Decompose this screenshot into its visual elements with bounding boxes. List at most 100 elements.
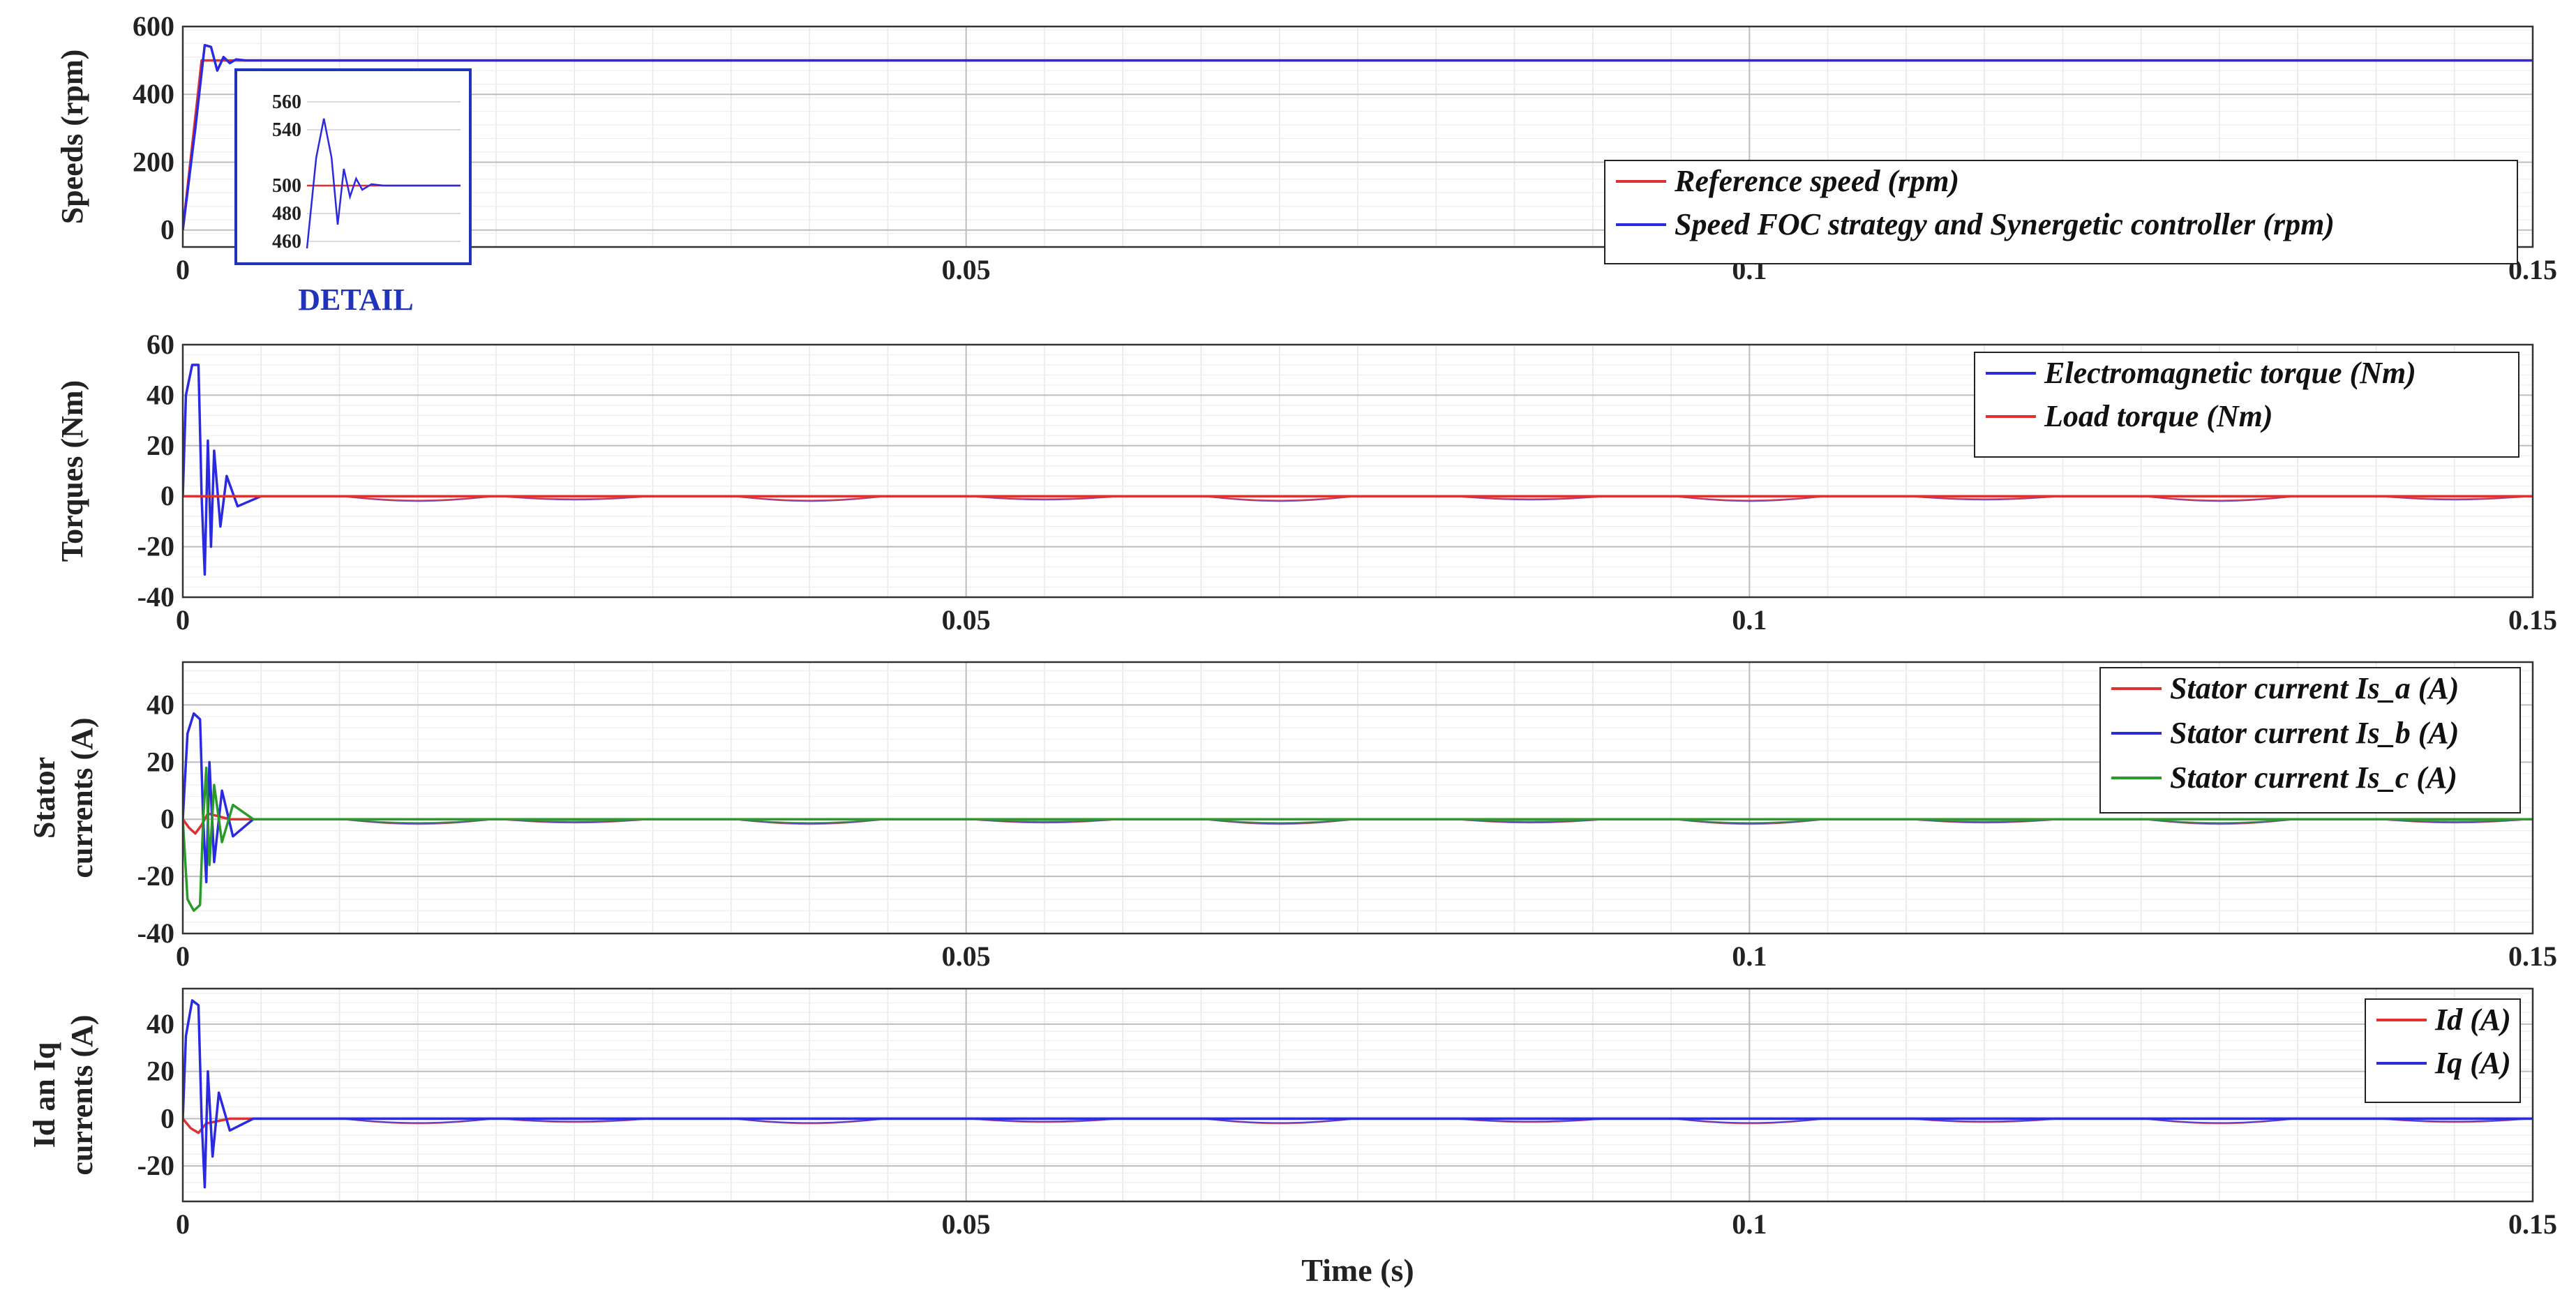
- legend-entry: Load torque (Nm): [2044, 399, 2273, 433]
- y-tick-label: 0: [160, 803, 174, 834]
- y-axis-label: Id an Iq currents (A): [27, 1014, 99, 1175]
- x-tick-label: 0.15: [2508, 940, 2557, 972]
- ripple-band: [340, 495, 492, 502]
- x-tick-label: 0.05: [942, 940, 991, 972]
- y-tick-label: -40: [137, 917, 174, 949]
- y-tick-label: -20: [137, 531, 174, 562]
- ripple-band: [2142, 1118, 2294, 1124]
- legend: Electromagnetic torque (Nm) Load torque (…: [1974, 352, 2519, 458]
- x-tick-label: 0.1: [1732, 604, 1767, 636]
- ripple-band: [2377, 1118, 2529, 1123]
- inset-y-tick-label: 480: [272, 203, 301, 225]
- y-tick-label: 20: [147, 430, 174, 461]
- legend-entry: Id (A): [2434, 1003, 2511, 1037]
- panel-1: 0 0.05 0.1 0.15 -40 -20 0 20 40 60 Torques (Nm) Ele…: [55, 329, 2557, 636]
- x-axis-label: Time (s): [1301, 1252, 1414, 1288]
- x-tick-label: 0.05: [942, 1208, 991, 1240]
- x-tick-label: 0.1: [1732, 940, 1767, 972]
- series-line-0: [183, 363, 2533, 576]
- legend-box: [1604, 160, 2518, 264]
- legend-entry: Reference speed (rpm): [1674, 164, 1959, 198]
- legend: Reference speed (rpm) Speed FOC strategy …: [1604, 160, 2518, 264]
- ripple-band: [2377, 495, 2529, 500]
- legend-box: [2099, 667, 2521, 814]
- y-tick-label: 0: [160, 480, 174, 511]
- ripple-band: [1672, 1118, 1824, 1124]
- inset-y-tick-label: 560: [272, 91, 301, 113]
- ripple-band: [1453, 1118, 1605, 1123]
- ripple-band: [967, 495, 1118, 500]
- y-axis-label: Torques (Nm): [55, 380, 89, 562]
- x-tick-label: 0: [176, 254, 190, 285]
- y-tick-label: 20: [147, 746, 174, 777]
- inset-y-tick-label: 540: [272, 119, 301, 141]
- legend-entry: Speed FOC strategy and Synergetic contro…: [1675, 207, 2335, 241]
- legend-entry: Iq (A): [2434, 1046, 2511, 1080]
- ripple-band: [2142, 495, 2294, 502]
- x-tick-label: 0.1: [1732, 1208, 1767, 1240]
- legend-entry: Stator current Is_c (A): [2170, 760, 2457, 795]
- legend-entry: Electromagnetic torque (Nm): [2044, 356, 2416, 390]
- x-tick-label: 0.05: [942, 604, 991, 636]
- y-tick-label: -20: [137, 1150, 174, 1181]
- series-line-1: [183, 43, 2533, 230]
- y-tick-label: 600: [133, 10, 174, 42]
- ripple-band: [1202, 818, 1354, 824]
- y-tick-label: 0: [160, 214, 174, 246]
- x-tick-label: 0.05: [942, 254, 991, 285]
- y-axis-label: Speeds (rpm): [55, 50, 89, 225]
- panel-2: 0 0.05 0.1 0.15 -40 -20 0 20 40 Stator currents (A…: [27, 661, 2557, 972]
- inset-speed-trace: [306, 118, 460, 249]
- ripple-band: [2142, 818, 2293, 824]
- ripple-band: [1202, 1118, 1354, 1124]
- y-tick-label: 40: [147, 1008, 174, 1040]
- legend-box: [1974, 352, 2519, 458]
- axes-frame: [181, 661, 2534, 935]
- ripple-band: [1908, 495, 2059, 500]
- ripple-band: [733, 818, 884, 824]
- y-tick-label: -40: [137, 581, 174, 613]
- y-tick-label: 400: [133, 78, 174, 110]
- y-axis-label: Stator currents (A): [27, 717, 99, 878]
- ripple-band: [1672, 818, 1824, 824]
- series-line-2: [183, 766, 2533, 912]
- ripple-band: [733, 1118, 884, 1124]
- inset-detail: 460 480 500 540 560 DETAIL: [234, 68, 472, 317]
- legend: Stator current Is_a (A) Stator current Is…: [2099, 667, 2521, 814]
- inset-frame: [234, 68, 472, 265]
- ripple-band: [1908, 1118, 2059, 1123]
- legend-box: [2365, 998, 2521, 1103]
- x-tick-label: 0: [176, 604, 190, 636]
- y-tick-label: -20: [137, 860, 174, 892]
- y-tick-label: 200: [133, 146, 174, 177]
- ripple-band: [497, 1118, 649, 1123]
- ripple-band: [733, 495, 884, 502]
- legend: Id (A) Iq (A): [2365, 998, 2521, 1103]
- x-tick-label: 0: [176, 1208, 190, 1240]
- inset-y-tick-label: 460: [272, 231, 301, 253]
- ripple-band: [497, 495, 649, 500]
- x-tick-label: 0: [176, 940, 190, 972]
- legend-entry: Stator current Is_b (A): [2170, 716, 2459, 750]
- y-tick-label: 40: [147, 689, 174, 720]
- series-line-1: [183, 999, 2533, 1189]
- ripple-band: [1202, 495, 1354, 502]
- axes-frame: [181, 343, 2534, 599]
- legend-entry: Stator current Is_a (A): [2170, 671, 2459, 705]
- x-tick-label: 0.15: [2508, 604, 2557, 636]
- y-tick-label: 60: [147, 329, 174, 360]
- y-tick-label: 0: [160, 1102, 174, 1134]
- ripple-band: [967, 1118, 1118, 1123]
- y-tick-label: 40: [147, 379, 174, 410]
- ripple-band: [340, 1118, 492, 1124]
- ripple-band: [1672, 495, 1824, 502]
- axes-frame: [181, 25, 2534, 248]
- inset-y-tick-label: 500: [272, 175, 301, 197]
- axes-frame: [181, 987, 2534, 1203]
- ripple-band: [1453, 495, 1605, 500]
- y-tick-label: 20: [147, 1056, 174, 1087]
- ripple-band: [340, 818, 492, 824]
